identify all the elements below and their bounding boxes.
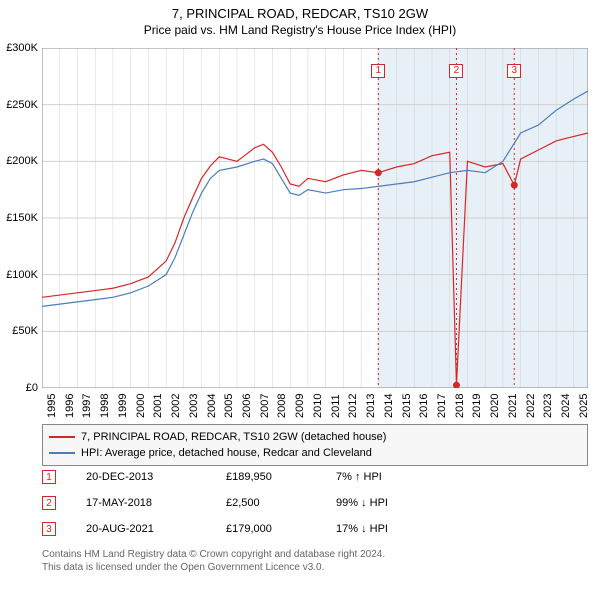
sale-date: 17-MAY-2018 [86,497,226,509]
chart-sale-marker-2: 2 [449,64,463,78]
sale-price: £2,500 [226,497,336,509]
sale-row: 2 17-MAY-2018£2,50099% ↓ HPI [42,492,588,514]
legend-swatch [49,436,75,438]
x-tick-label: 2004 [206,394,218,418]
x-tick-label: 2014 [383,394,395,418]
y-tick-label: £100K [0,269,38,281]
legend-item: 7, PRINCIPAL ROAD, REDCAR, TS10 2GW (det… [49,429,581,445]
x-tick-label: 2019 [471,394,483,418]
x-tick-label: 2007 [259,394,271,418]
page: 7, PRINCIPAL ROAD, REDCAR, TS10 2GW Pric… [0,0,600,590]
x-tick-label: 2006 [241,394,253,418]
x-tick-label: 2017 [436,394,448,418]
footer: Contains HM Land Registry data © Crown c… [42,548,588,574]
x-tick-label: 2018 [454,394,466,418]
x-tick-label: 2012 [347,394,359,418]
x-tick-label: 1997 [81,394,93,418]
x-tick-label: 2015 [401,394,413,418]
chart-svg [42,48,588,388]
legend-swatch [49,452,75,454]
x-tick-label: 2009 [294,394,306,418]
sale-date: 20-DEC-2013 [86,471,226,483]
sale-badge: 3 [42,522,56,536]
x-tick-label: 2003 [188,394,200,418]
sale-badge: 2 [42,496,56,510]
x-tick-label: 2002 [170,394,182,418]
x-tick-label: 1995 [46,394,58,418]
sale-hpi: 7% ↑ HPI [336,471,456,483]
sale-badge: 1 [42,470,56,484]
sale-row: 3 20-AUG-2021£179,00017% ↓ HPI [42,518,588,540]
sale-hpi: 17% ↓ HPI [336,523,456,535]
footer-line2: This data is licensed under the Open Gov… [42,561,588,574]
x-tick-label: 1999 [117,394,129,418]
x-tick-label: 1996 [64,394,76,418]
sale-price: £189,950 [226,471,336,483]
x-tick-label: 2023 [542,394,554,418]
chart-title: 7, PRINCIPAL ROAD, REDCAR, TS10 2GW Pric… [0,0,600,37]
legend-label: 7, PRINCIPAL ROAD, REDCAR, TS10 2GW (det… [81,431,386,443]
x-tick-label: 2016 [418,394,430,418]
sales-table: 1 20-DEC-2013£189,9507% ↑ HPI 2 17-MAY-2018… [42,466,588,544]
x-tick-label: 2010 [312,394,324,418]
x-tick-label: 2013 [365,394,377,418]
y-tick-label: £50K [0,325,38,337]
x-tick-label: 2001 [152,394,164,418]
chart-sale-marker-3: 3 [507,64,521,78]
x-tick-label: 2021 [507,394,519,418]
sale-row: 1 20-DEC-2013£189,9507% ↑ HPI [42,466,588,488]
x-tick-label: 2025 [578,394,590,418]
sale-hpi: 99% ↓ HPI [336,497,456,509]
y-tick-label: £150K [0,212,38,224]
x-tick-label: 2000 [135,394,147,418]
x-tick-label: 2020 [489,394,501,418]
x-tick-label: 2024 [560,394,572,418]
legend: 7, PRINCIPAL ROAD, REDCAR, TS10 2GW (det… [42,424,588,466]
chart [42,48,588,388]
y-tick-label: £0 [0,382,38,394]
x-tick-label: 1998 [99,394,111,418]
sale-price: £179,000 [226,523,336,535]
sale-date: 20-AUG-2021 [86,523,226,535]
y-tick-label: £200K [0,155,38,167]
y-tick-label: £300K [0,42,38,54]
title-address: 7, PRINCIPAL ROAD, REDCAR, TS10 2GW [0,6,600,21]
x-tick-label: 2022 [525,394,537,418]
chart-sale-marker-1: 1 [371,64,385,78]
footer-line1: Contains HM Land Registry data © Crown c… [42,548,588,561]
legend-item: HPI: Average price, detached house, Redc… [49,445,581,461]
legend-label: HPI: Average price, detached house, Redc… [81,447,372,459]
x-tick-label: 2008 [276,394,288,418]
x-tick-label: 2011 [330,394,342,418]
x-tick-label: 2005 [223,394,235,418]
y-tick-label: £250K [0,99,38,111]
title-subtitle: Price paid vs. HM Land Registry's House … [0,23,600,37]
